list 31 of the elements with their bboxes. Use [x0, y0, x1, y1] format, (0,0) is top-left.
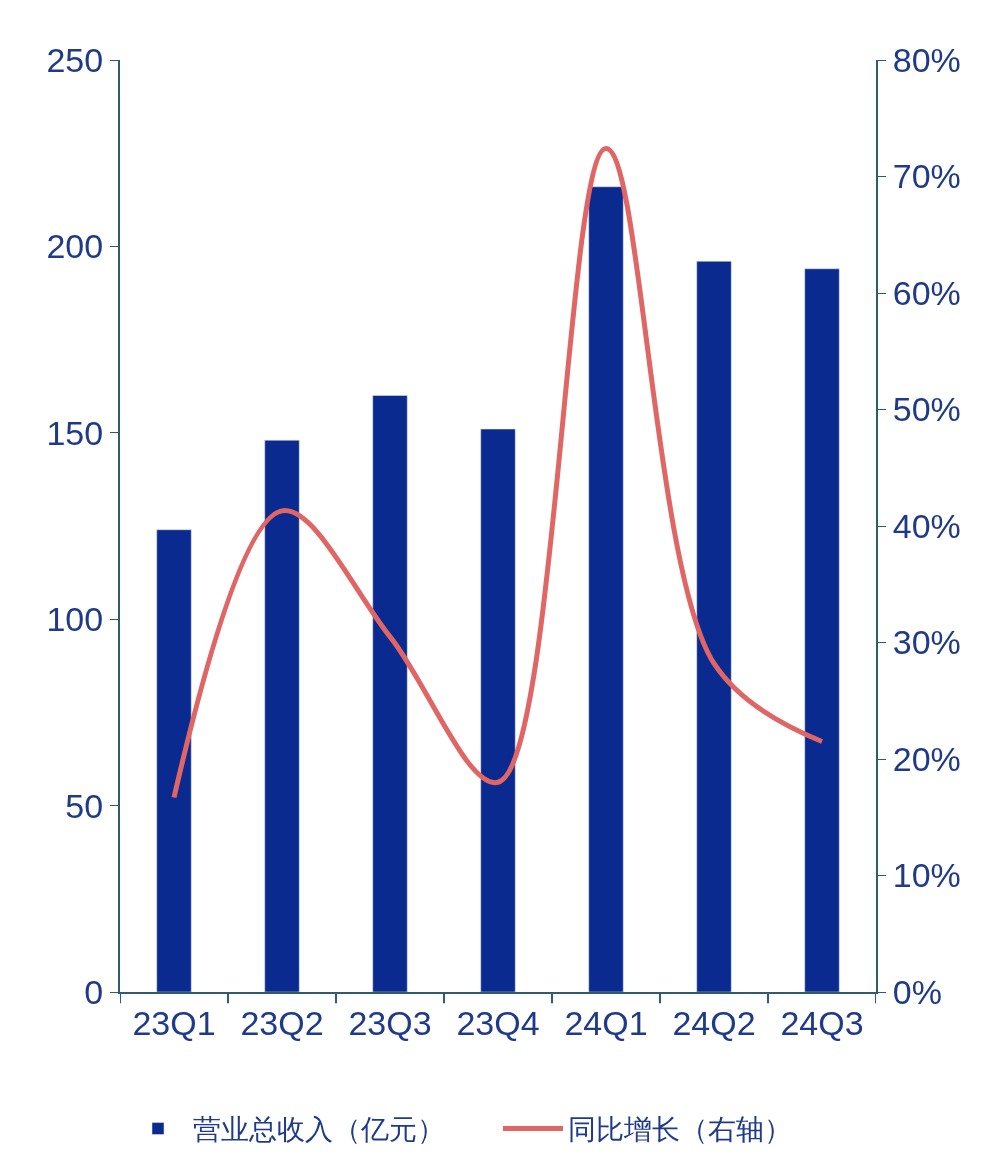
bar	[804, 268, 840, 992]
bar	[264, 440, 300, 992]
y-tick-label: 50	[65, 786, 104, 825]
x-tick-label: 23Q2	[240, 1003, 324, 1042]
x-tick-label: 23Q4	[456, 1003, 540, 1042]
bar	[696, 261, 732, 992]
legend-label: 营业总收入（亿元）	[193, 1114, 445, 1146]
legend-label: 同比增长（右轴）	[568, 1114, 792, 1146]
x-tick-label: 23Q3	[348, 1003, 432, 1042]
y2-tick-label: 70%	[892, 157, 961, 196]
y2-tick-label: 40%	[892, 506, 961, 545]
y2-tick-label: 60%	[892, 273, 961, 312]
y2-tick-label: 0%	[892, 972, 942, 1011]
bar	[156, 529, 192, 992]
y-tick-label: 250	[46, 40, 104, 79]
bar	[372, 395, 408, 992]
y2-tick-label: 10%	[892, 856, 961, 895]
x-tick-label: 24Q1	[564, 1003, 648, 1042]
y-tick-label: 150	[46, 413, 104, 452]
y-tick-label: 0	[84, 972, 104, 1011]
x-tick-label: 23Q1	[132, 1003, 216, 1042]
y2-tick-label: 80%	[892, 40, 961, 79]
bar	[588, 186, 624, 992]
x-tick-label: 24Q3	[780, 1003, 864, 1042]
y-tick-label: 200	[46, 227, 104, 266]
y2-tick-label: 30%	[892, 623, 961, 662]
y2-tick-label: 50%	[892, 390, 961, 429]
x-tick-label: 24Q2	[672, 1003, 756, 1042]
y2-tick-label: 20%	[892, 739, 961, 778]
bar	[480, 428, 516, 992]
y-tick-label: 100	[46, 600, 104, 639]
